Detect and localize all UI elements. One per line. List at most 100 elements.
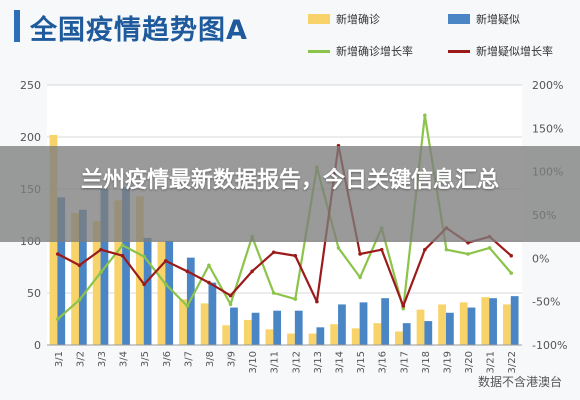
bar-suspected [208, 282, 217, 345]
point-confirmed-growth [466, 252, 470, 256]
point-suspected-growth [423, 247, 427, 252]
point-confirmed-growth [444, 247, 449, 252]
point-confirmed-growth [77, 298, 82, 302]
point-confirmed-growth [487, 246, 492, 250]
point-suspected-growth [358, 252, 362, 256]
bar-suspected [230, 307, 238, 345]
bar-confirmed [157, 242, 166, 345]
y-tick-right: -50% [532, 296, 560, 309]
point-confirmed-growth [509, 271, 514, 275]
legend-label-suspected-growth: 新增疑似增长率 [476, 45, 553, 58]
bar-confirmed [373, 323, 382, 345]
bar-confirmed [308, 333, 317, 345]
bar-suspected [57, 197, 66, 345]
y-tick-right: 200% [532, 79, 563, 92]
point-suspected-growth [207, 280, 211, 285]
x-tick-label: 3/4 [119, 351, 130, 367]
bar-confirmed [179, 299, 187, 345]
point-suspected-growth [163, 259, 168, 263]
x-tick-label: 3/19 [442, 351, 453, 373]
bar-confirmed [503, 304, 511, 345]
x-tick-label: 3/13 [313, 351, 324, 373]
bar-confirmed [135, 196, 144, 345]
point-suspected-growth [55, 252, 60, 256]
x-tick-label: 3/18 [421, 351, 432, 373]
headline-banner: 兰州疫情最新数据报告，今日关键信息汇总 [0, 146, 580, 242]
bar-suspected [510, 296, 519, 345]
y-tick-left: 0 [34, 339, 41, 352]
legend-label-suspected: 新增疑似 [476, 13, 520, 26]
point-suspected-growth [401, 304, 406, 308]
point-confirmed-growth [55, 317, 60, 321]
bar-suspected [251, 312, 260, 345]
point-confirmed-growth [207, 263, 211, 268]
bar-suspected [273, 310, 282, 345]
bar-confirmed [265, 329, 274, 345]
point-confirmed-growth [163, 282, 168, 287]
x-tick-label: 3/11 [270, 351, 281, 373]
bar-confirmed [114, 200, 123, 345]
legend-swatch-confirmed-growth [308, 50, 330, 53]
bar-confirmed [395, 331, 403, 345]
point-confirmed-growth [293, 297, 298, 301]
bar-confirmed [459, 302, 468, 345]
x-tick-label: 3/7 [183, 351, 194, 367]
point-confirmed-growth [228, 302, 233, 307]
bar-confirmed [351, 328, 360, 345]
bar-suspected [489, 298, 497, 345]
point-suspected-growth [509, 253, 514, 258]
x-tick-label: 3/8 [205, 351, 216, 367]
bar-suspected [78, 209, 87, 345]
chart-title: 全国疫情趋势图A [30, 15, 248, 46]
point-suspected-growth [315, 299, 319, 304]
x-tick-label: 3/20 [464, 351, 475, 373]
bar-confirmed [416, 309, 425, 345]
bar-confirmed [287, 333, 295, 345]
bar-suspected [122, 186, 130, 345]
bar-suspected [316, 327, 325, 345]
bar-suspected [424, 321, 433, 345]
point-suspected-growth [379, 247, 384, 252]
point-suspected-growth [185, 269, 190, 274]
chart-legend: 新增确诊 新增疑似 新增确诊增长率 新增疑似增长率 [308, 12, 578, 62]
bar-suspected [446, 312, 454, 345]
x-tick-label: 3/21 [486, 351, 497, 373]
y-tick-right: 150% [532, 122, 563, 135]
point-suspected-growth [142, 282, 146, 287]
x-tick-label: 3/15 [356, 351, 367, 373]
bar-suspected [143, 237, 152, 345]
point-confirmed-growth [358, 275, 362, 280]
bar-confirmed [222, 325, 231, 345]
bar-confirmed [243, 320, 252, 345]
point-suspected-growth [77, 263, 82, 268]
y-tick-right: -100% [532, 339, 567, 352]
point-suspected-growth [99, 247, 103, 252]
x-tick-label: 3/6 [162, 351, 173, 367]
bar-suspected [402, 323, 411, 345]
bar-suspected [165, 241, 174, 345]
x-tick-label: 3/12 [291, 351, 302, 373]
point-suspected-growth [293, 253, 298, 258]
x-tick-label: 3/17 [399, 351, 410, 373]
x-tick-label: 3/2 [75, 351, 86, 367]
bar-suspected [338, 304, 346, 345]
legend-label-confirmed: 新增确诊 [336, 13, 380, 26]
x-tick-label: 3/1 [54, 351, 65, 367]
x-tick-label: 3/16 [378, 351, 389, 373]
y-tick-left: 200 [20, 131, 41, 144]
bar-suspected [381, 298, 389, 345]
point-suspected-growth [271, 250, 276, 255]
bar-confirmed [481, 297, 490, 345]
x-tick-label: 3/14 [334, 351, 345, 373]
point-confirmed-growth [336, 246, 341, 250]
x-tick-label: 3/3 [97, 351, 108, 367]
bar-confirmed [200, 303, 209, 345]
legend-swatch-suspected [448, 14, 470, 24]
headline-text: 兰州疫情最新数据报告，今日关键信息汇总 [80, 168, 499, 193]
point-confirmed-growth [423, 113, 427, 118]
point-suspected-growth [120, 253, 125, 258]
bar-confirmed [330, 324, 339, 345]
x-tick-label: 3/9 [227, 351, 238, 367]
y-tick-left: 50 [27, 287, 41, 300]
